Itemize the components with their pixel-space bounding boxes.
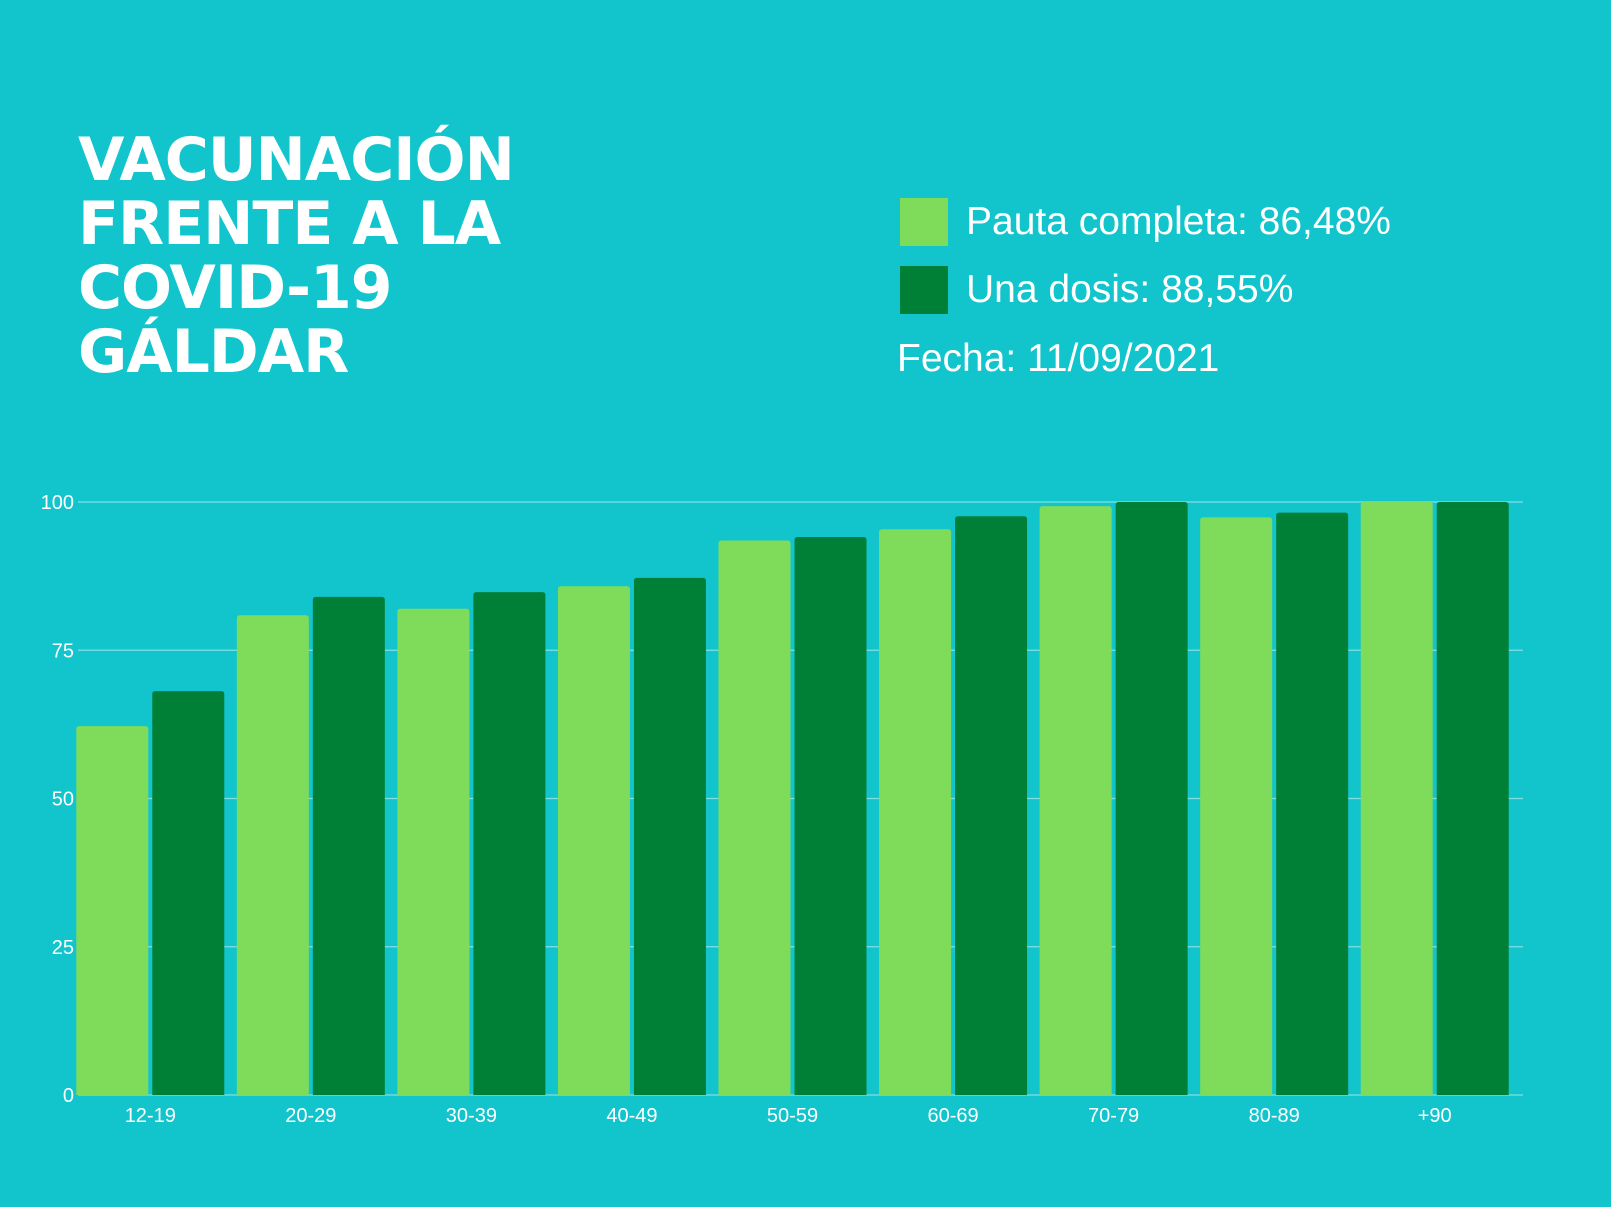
legend-swatch-light-green	[900, 198, 948, 246]
legend-label-una-dosis: Una dosis: 88,55%	[966, 268, 1294, 311]
title-line-4: GÁLDAR	[78, 317, 349, 387]
bar-una-dosis-40-49	[633, 577, 706, 1095]
y-tick-label: 0	[63, 1085, 74, 1107]
title-line-1: VACUNACIÓN	[78, 125, 515, 195]
chart-title: VACUNACIÓN FRENTE A LA COVID-19 GÁLDAR	[78, 128, 638, 384]
bar-pauta-completa-70-79	[1039, 506, 1112, 1095]
bar-una-dosis-80-89	[1276, 512, 1349, 1095]
bar-pauta-completa-30-39	[397, 608, 470, 1095]
bar-una-dosis-50-59	[794, 536, 867, 1095]
bar-pauta-completa-+90	[1360, 502, 1433, 1095]
bar-una-dosis-12-19	[152, 691, 225, 1095]
y-tick-label: 50	[52, 789, 74, 811]
bar-pauta-completa-60-69	[879, 529, 952, 1095]
bar-pauta-completa-50-59	[718, 540, 791, 1095]
bar-una-dosis-60-69	[955, 516, 1028, 1095]
legend-item-una-dosis: Una dosis: 88,55%	[900, 266, 1580, 314]
x-tick-label: 40-49	[606, 1105, 657, 1127]
bar-pauta-completa-12-19	[76, 726, 149, 1095]
bar-una-dosis-30-39	[473, 592, 546, 1095]
legend-item-pauta-completa: Pauta completa: 86,48%	[900, 198, 1580, 246]
bar-pauta-completa-20-29	[236, 615, 309, 1095]
bar-una-dosis-+90	[1436, 502, 1509, 1095]
x-tick-label: 12-19	[125, 1105, 176, 1127]
title-line-2: FRENTE A LA	[78, 189, 501, 259]
legend-label-pauta-completa: Pauta completa: 86,48%	[966, 200, 1391, 243]
x-tick-label: 30-39	[446, 1105, 497, 1127]
title-line-3: COVID-19	[78, 253, 393, 323]
bar-una-dosis-70-79	[1115, 502, 1188, 1095]
y-tick-label: 100	[41, 492, 74, 514]
x-tick-label: 50-59	[767, 1105, 818, 1127]
x-tick-label: 20-29	[285, 1105, 336, 1127]
bar-pauta-completa-80-89	[1200, 517, 1273, 1095]
legend: Pauta completa: 86,48% Una dosis: 88,55%	[900, 198, 1580, 334]
bar-una-dosis-20-29	[312, 596, 385, 1095]
y-tick-label: 75	[52, 640, 74, 662]
x-tick-label: 60-69	[927, 1105, 978, 1127]
x-tick-label: 70-79	[1088, 1105, 1139, 1127]
date-label: Fecha: 11/09/2021	[897, 337, 1220, 380]
legend-swatch-dark-green	[900, 266, 948, 314]
y-tick-label: 25	[52, 937, 74, 959]
x-tick-label: +90	[1418, 1105, 1452, 1127]
x-tick-label: 80-89	[1249, 1105, 1300, 1127]
bar-pauta-completa-40-49	[557, 586, 630, 1095]
